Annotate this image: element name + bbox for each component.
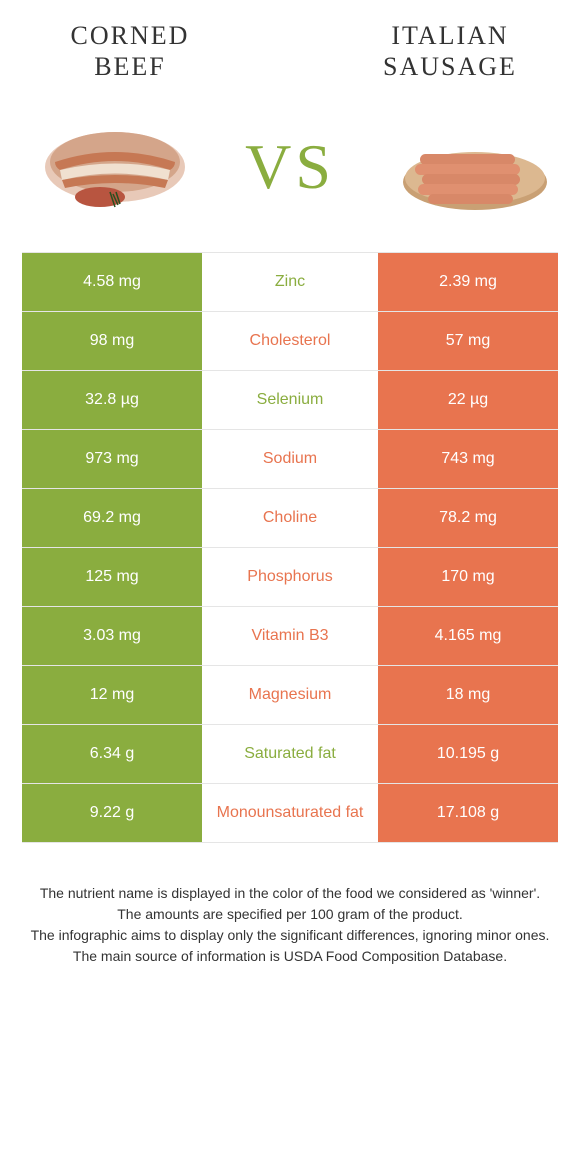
cell-right-value: 743 mg [378,430,558,488]
cell-left-value: 69.2 mg [22,489,202,547]
nutrient-table: 4.58 mgZinc2.39 mg98 mgCholesterol57 mg3… [22,252,558,843]
table-row: 32.8 µgSelenium22 µg [22,371,558,430]
cell-right-value: 10.195 g [378,725,558,783]
footer-notes: The nutrient name is displayed in the co… [0,843,580,987]
cell-right-value: 18 mg [378,666,558,724]
table-row: 98 mgCholesterol57 mg [22,312,558,371]
cell-right-value: 170 mg [378,548,558,606]
footer-line: The amounts are specified per 100 gram o… [30,904,550,925]
table-row: 4.58 mgZinc2.39 mg [22,253,558,312]
cell-nutrient-name: Selenium [202,371,378,429]
cell-right-value: 22 µg [378,371,558,429]
cell-nutrient-name: Magnesium [202,666,378,724]
cell-right-value: 4.165 mg [378,607,558,665]
cell-left-value: 12 mg [22,666,202,724]
title-line: CORNED [30,20,230,51]
table-row: 973 mgSodium743 mg [22,430,558,489]
cell-right-value: 17.108 g [378,784,558,842]
cell-left-value: 973 mg [22,430,202,488]
cell-left-value: 4.58 mg [22,253,202,311]
cell-right-value: 78.2 mg [378,489,558,547]
table-row: 125 mgPhosphorus170 mg [22,548,558,607]
cell-left-value: 98 mg [22,312,202,370]
header: CORNED BEEF ITALIAN SAUSAGE [0,0,580,92]
table-row: 12 mgMagnesium18 mg [22,666,558,725]
food-title-right: ITALIAN SAUSAGE [350,20,550,82]
corned-beef-image [30,112,200,222]
cell-left-value: 32.8 µg [22,371,202,429]
images-row: VS [0,92,580,252]
footer-line: The infographic aims to display only the… [30,925,550,946]
cell-left-value: 125 mg [22,548,202,606]
italian-sausage-image [380,112,550,222]
cell-left-value: 6.34 g [22,725,202,783]
cell-right-value: 57 mg [378,312,558,370]
table-row: 6.34 gSaturated fat10.195 g [22,725,558,784]
footer-line: The nutrient name is displayed in the co… [30,883,550,904]
vs-label: VS [245,130,335,204]
cell-nutrient-name: Saturated fat [202,725,378,783]
title-line: ITALIAN [350,20,550,51]
cell-nutrient-name: Zinc [202,253,378,311]
table-row: 3.03 mgVitamin B34.165 mg [22,607,558,666]
cell-nutrient-name: Vitamin B3 [202,607,378,665]
cell-nutrient-name: Monounsaturated fat [202,784,378,842]
title-line: SAUSAGE [350,51,550,82]
cell-nutrient-name: Sodium [202,430,378,488]
table-row: 69.2 mgCholine78.2 mg [22,489,558,548]
cell-left-value: 9.22 g [22,784,202,842]
table-row: 9.22 gMonounsaturated fat17.108 g [22,784,558,843]
cell-nutrient-name: Cholesterol [202,312,378,370]
cell-right-value: 2.39 mg [378,253,558,311]
cell-left-value: 3.03 mg [22,607,202,665]
food-title-left: CORNED BEEF [30,20,230,82]
cell-nutrient-name: Phosphorus [202,548,378,606]
title-line: BEEF [30,51,230,82]
footer-line: The main source of information is USDA F… [30,946,550,967]
cell-nutrient-name: Choline [202,489,378,547]
